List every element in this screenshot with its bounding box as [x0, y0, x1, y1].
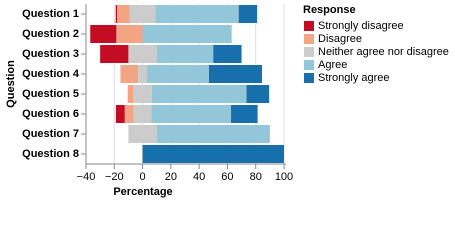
- y-tick-label: Question 8: [22, 148, 79, 160]
- bar-segment: [128, 45, 157, 63]
- x-tick-label: 60: [221, 171, 233, 183]
- legend-swatch: [304, 21, 314, 31]
- x-tick-label: 20: [165, 171, 177, 183]
- bar-segment: [142, 145, 284, 163]
- bar-segment: [117, 5, 130, 23]
- legend-swatch: [304, 60, 314, 70]
- y-tick-label: Question 3: [22, 48, 79, 60]
- x-tick-label: 40: [193, 171, 205, 183]
- bar-segment: [155, 5, 239, 23]
- legend-swatch: [304, 34, 314, 44]
- bar-segment: [100, 45, 129, 63]
- x-axis-title: Percentage: [113, 186, 172, 198]
- y-tick-label: Question 7: [22, 128, 79, 140]
- bar-segment: [151, 105, 232, 123]
- chart: Percentage Question Response −40 −20 0 20 40…: [5, 4, 449, 198]
- bar-segment: [115, 105, 125, 123]
- x-tick-label: 100: [275, 171, 293, 183]
- bar-segment: [246, 85, 270, 103]
- bar-segment: [151, 85, 247, 103]
- legend-swatch: [304, 47, 314, 57]
- bar-segment: [115, 5, 118, 23]
- legend-title: Response: [303, 4, 356, 16]
- bar-segment: [238, 5, 258, 23]
- legend-label: Disagree: [318, 33, 362, 45]
- bar-segment: [156, 45, 214, 63]
- y-tick-label: Question 5: [22, 88, 79, 100]
- bar-segment: [142, 25, 232, 43]
- bar-segment: [208, 65, 263, 83]
- bar-segment: [133, 85, 152, 103]
- legend-swatch: [304, 73, 314, 83]
- legend-label: Strongly agree: [318, 72, 390, 84]
- bar-segment: [213, 45, 242, 63]
- bar-segment: [90, 25, 117, 43]
- legend-label: Agree: [318, 59, 347, 71]
- bar-segment: [128, 125, 157, 143]
- bar-segment: [138, 65, 148, 83]
- legend-label: Strongly disagree: [318, 20, 404, 32]
- bar-segment: [116, 25, 143, 43]
- y-tick-label: Question 1: [22, 8, 79, 20]
- bar-segment: [129, 5, 156, 23]
- bar-segment: [120, 65, 139, 83]
- y-tick-label: Question 6: [22, 108, 79, 120]
- bar-segment: [147, 65, 209, 83]
- x-tick-label: 80: [250, 171, 262, 183]
- x-tick-label: −40: [77, 171, 96, 183]
- bar-segment: [156, 125, 270, 143]
- bar-segment: [133, 105, 152, 123]
- x-tick-label: −20: [105, 171, 124, 183]
- bar-segment: [127, 85, 134, 103]
- legend-label: Neither agree nor disagree: [318, 46, 449, 58]
- x-tick-label: 0: [140, 171, 146, 183]
- y-tick-label: Question 4: [22, 68, 80, 80]
- y-axis-title: Question: [5, 60, 17, 108]
- bar-segment: [124, 105, 134, 123]
- bar-segment: [231, 105, 258, 123]
- y-tick-label: Question 2: [22, 28, 79, 40]
